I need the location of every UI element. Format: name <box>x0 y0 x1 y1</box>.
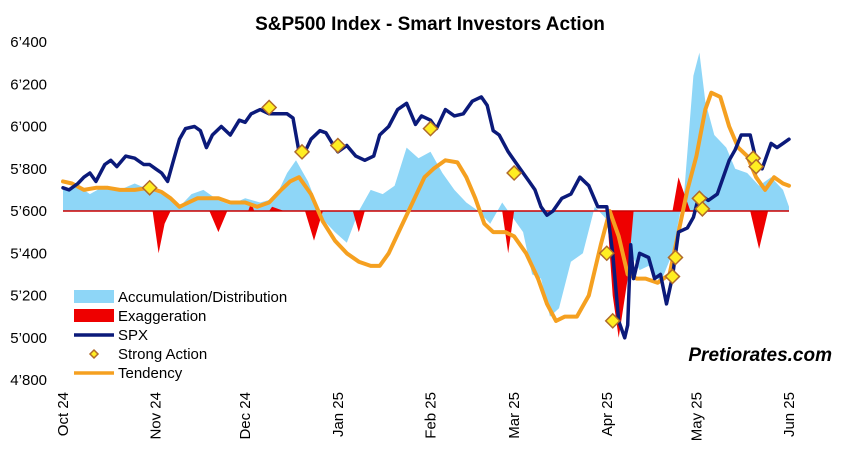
strong-action-marker <box>261 99 278 116</box>
y-tick-label: 6’400 <box>10 34 47 51</box>
x-tick-label: Feb 25 <box>422 392 439 439</box>
legend-swatch-exaggeration <box>74 309 114 322</box>
strong-action-marker <box>598 245 615 262</box>
legend-label: Strong Action <box>118 346 207 363</box>
x-tick-label: Apr 25 <box>599 392 616 436</box>
y-tick-label: 5’400 <box>10 245 47 262</box>
legend-label: SPX <box>118 327 148 344</box>
x-tick-label: May 25 <box>688 392 705 441</box>
legend: Accumulation/Distribution Exaggeration SPX… <box>74 289 287 382</box>
x-tick-label: Oct 24 <box>55 392 72 436</box>
strong-action-marker <box>506 164 523 182</box>
strong-action-marker <box>141 179 158 196</box>
x-tick-label: Dec 24 <box>237 392 254 440</box>
watermark: Pretiorates.com <box>688 345 832 366</box>
exaggeration-area <box>152 177 769 338</box>
strong-action-marker <box>422 120 439 137</box>
y-axis: 6’400 6’200 6’000 5’800 5’600 5’400 5’200 5’000… <box>10 34 47 389</box>
x-axis: Oct 24 Nov 24 Dec 24 Jan 25 Feb 25 Mar 25 Apr … <box>55 392 798 441</box>
legend-label: Accumulation/Distribution <box>118 289 287 306</box>
y-tick-label: 5’000 <box>10 330 47 347</box>
legend-swatch-strong-action <box>88 348 100 360</box>
tendency-line <box>61 90 791 323</box>
x-tick-label: Jun 25 <box>781 392 798 437</box>
legend-label: Tendency <box>118 365 183 382</box>
accumulation-area <box>63 52 789 317</box>
y-tick-label: 5’800 <box>10 161 47 178</box>
strong-action-layer <box>141 99 765 329</box>
strong-action-marker <box>664 268 681 285</box>
y-tick-label: 6’000 <box>10 119 47 136</box>
x-tick-label: Nov 24 <box>148 392 165 440</box>
strong-action-marker <box>329 137 346 154</box>
exaggeration-layer <box>152 177 769 338</box>
x-tick-label: Jan 25 <box>330 392 347 437</box>
strong-action-marker <box>694 200 711 217</box>
strong-action-marker <box>293 143 311 160</box>
legend-label: Exaggeration <box>118 308 206 325</box>
tendency-layer <box>61 90 791 323</box>
strong-action-marker <box>604 312 621 329</box>
y-tick-label: 4’800 <box>10 372 47 389</box>
y-tick-label: 5’200 <box>10 288 47 305</box>
x-tick-label: Mar 25 <box>506 392 523 439</box>
strong-action-marker <box>748 158 765 175</box>
strong-action-marker <box>667 249 684 266</box>
chart-title: S&P500 Index - Smart Investors Action <box>255 14 605 35</box>
accumulation-layer <box>63 52 789 317</box>
legend-swatch-accumulation <box>74 290 114 303</box>
y-tick-label: 6’200 <box>10 76 47 93</box>
y-tick-label: 5’600 <box>10 203 47 220</box>
